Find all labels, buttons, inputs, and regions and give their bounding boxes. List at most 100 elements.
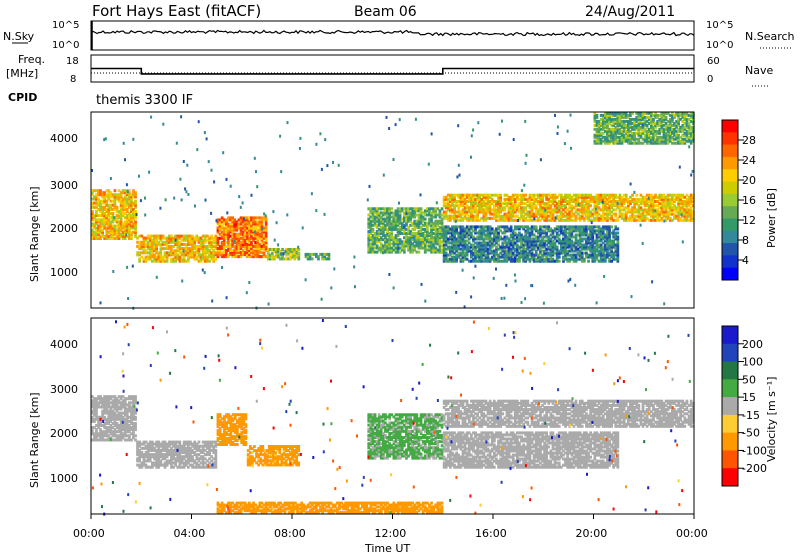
data-cell xyxy=(486,229,490,233)
data-cell xyxy=(174,234,177,238)
data-cell xyxy=(128,224,131,228)
data-cell xyxy=(685,206,689,210)
data-cell xyxy=(178,242,182,246)
data-cell xyxy=(488,229,492,233)
data-cell xyxy=(509,202,513,206)
data-cell xyxy=(256,251,260,255)
data-cell xyxy=(608,208,611,212)
data-cell xyxy=(633,197,636,201)
data-cell xyxy=(620,131,624,135)
data-cell xyxy=(260,251,264,255)
data-cell xyxy=(539,239,542,243)
data-cell xyxy=(442,212,446,216)
data-cell xyxy=(639,117,643,121)
data-cell xyxy=(115,234,119,238)
data-cell xyxy=(580,257,584,261)
data-cell xyxy=(99,189,102,193)
data-cell xyxy=(227,216,230,220)
data-cell xyxy=(526,257,530,261)
data-cell xyxy=(459,237,463,241)
data-cell xyxy=(612,239,615,243)
data-cell xyxy=(587,212,590,216)
data-cell xyxy=(631,127,634,131)
data-cell xyxy=(398,232,402,235)
data-cell xyxy=(574,229,578,233)
data-cell xyxy=(216,218,220,222)
data-cell xyxy=(612,257,615,261)
data-cell xyxy=(685,193,689,197)
data-cell xyxy=(610,111,613,115)
data-cell xyxy=(227,244,230,248)
scatter-cell xyxy=(474,264,477,268)
data-cell xyxy=(645,141,649,145)
data-cell xyxy=(392,244,396,248)
data-cell xyxy=(537,208,540,212)
data-cell xyxy=(647,139,651,143)
data-cell xyxy=(258,222,262,226)
data-cell xyxy=(501,214,505,218)
data-cell xyxy=(589,241,592,245)
data-cell xyxy=(101,224,104,228)
data-cell xyxy=(658,113,662,117)
data-cell xyxy=(564,225,567,229)
data-cell xyxy=(451,233,454,237)
data-cell xyxy=(524,218,528,222)
data-cell xyxy=(434,248,438,252)
data-cell xyxy=(497,193,500,197)
data-cell xyxy=(382,248,385,252)
data-cell xyxy=(604,202,607,206)
data-cell xyxy=(111,203,115,207)
data-cell xyxy=(585,208,588,212)
data-cell xyxy=(277,253,280,257)
data-cell xyxy=(128,205,131,209)
data-cell xyxy=(614,141,618,145)
data-cell xyxy=(260,234,264,238)
data-cell xyxy=(583,210,586,214)
data-cell xyxy=(580,214,584,218)
data-cell xyxy=(647,129,651,133)
data-cell xyxy=(650,208,653,212)
data-cell xyxy=(614,235,618,239)
data-cell xyxy=(601,235,605,239)
data-cell xyxy=(415,242,419,246)
data-cell xyxy=(289,257,292,261)
data-cell xyxy=(658,137,662,141)
data-cell xyxy=(493,216,496,220)
data-cell xyxy=(551,253,555,257)
data-cell xyxy=(505,218,509,222)
data-cell xyxy=(275,253,278,257)
data-cell xyxy=(457,239,461,243)
data-cell xyxy=(583,259,586,263)
data-cell xyxy=(474,202,477,206)
data-cell xyxy=(478,241,481,245)
data-cell xyxy=(629,129,632,133)
data-cell xyxy=(627,121,630,125)
data-cell xyxy=(446,247,450,251)
data-cell xyxy=(585,233,588,237)
scatter-cell xyxy=(91,169,93,172)
data-cell xyxy=(264,230,268,234)
data-cell xyxy=(488,241,492,245)
data-cell xyxy=(490,212,494,216)
data-cell xyxy=(426,236,429,240)
data-cell xyxy=(608,135,611,139)
date-label: 24/Aug/2011 xyxy=(585,4,675,20)
data-cell xyxy=(423,242,427,246)
data-cell xyxy=(673,137,676,141)
data-cell xyxy=(568,216,572,220)
data-cell xyxy=(373,232,377,235)
data-cell xyxy=(155,251,158,255)
data-cell xyxy=(685,121,689,125)
data-cell xyxy=(178,255,182,259)
data-cell xyxy=(436,207,440,211)
data-cell xyxy=(449,253,452,257)
data-cell xyxy=(237,247,241,250)
data-cell xyxy=(266,253,270,257)
data-cell xyxy=(645,111,649,115)
data-cell xyxy=(455,241,458,245)
data-cell xyxy=(673,214,676,218)
data-cell xyxy=(403,250,406,254)
data-cell xyxy=(614,204,618,208)
data-cell xyxy=(237,224,241,228)
data-cell xyxy=(486,197,490,201)
